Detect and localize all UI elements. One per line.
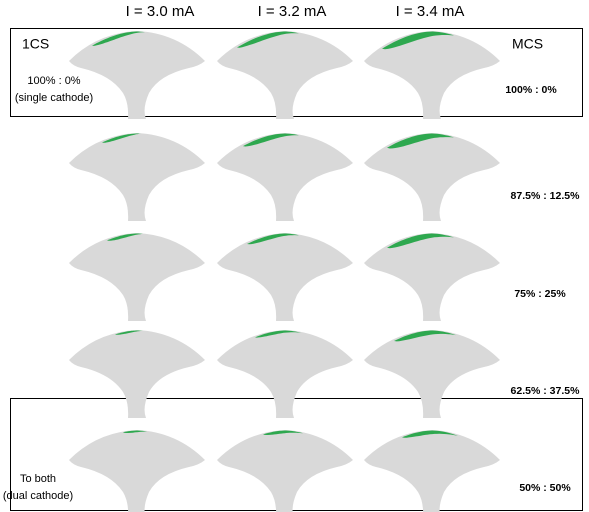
column-header: I = 3.4 mA [396, 3, 465, 20]
row-ratio: 87.5% : 12.5% [511, 190, 581, 202]
field-shape [364, 31, 500, 119]
left-note: (dual cathode) [3, 490, 73, 502]
left-note: (single cathode) [15, 92, 93, 104]
row-ratio: 50% : 50% [519, 482, 571, 494]
figure: I = 3.0 mA I = 3.2 mA I = 3.4 mA 1CS MCS… [0, 0, 589, 512]
field-shape [364, 430, 500, 512]
column-header: I = 3.2 mA [258, 3, 327, 20]
row-ratio: 100% : 0% [505, 84, 557, 96]
field-shape [69, 330, 205, 418]
left-label: To both [20, 473, 56, 485]
right-label: MCS [512, 36, 543, 52]
field-shape [69, 233, 205, 321]
field-shape [217, 330, 353, 418]
field-shape [364, 330, 500, 418]
left-label: 1CS [22, 36, 49, 52]
field-shape [217, 233, 353, 321]
row-ratio: 62.5% : 37.5% [511, 385, 581, 397]
field-shape [217, 430, 353, 512]
left-ratio: 100% : 0% [27, 75, 80, 87]
field-shape [364, 233, 500, 321]
field-shape [217, 133, 353, 221]
field-shape [69, 31, 205, 119]
column-header: I = 3.0 mA [126, 3, 195, 20]
field-shape [364, 133, 500, 221]
field-shape [69, 133, 205, 221]
shape-grid [69, 31, 500, 512]
row-ratio: 75% : 25% [514, 288, 566, 300]
field-shape [69, 430, 205, 512]
field-shape [217, 31, 353, 119]
